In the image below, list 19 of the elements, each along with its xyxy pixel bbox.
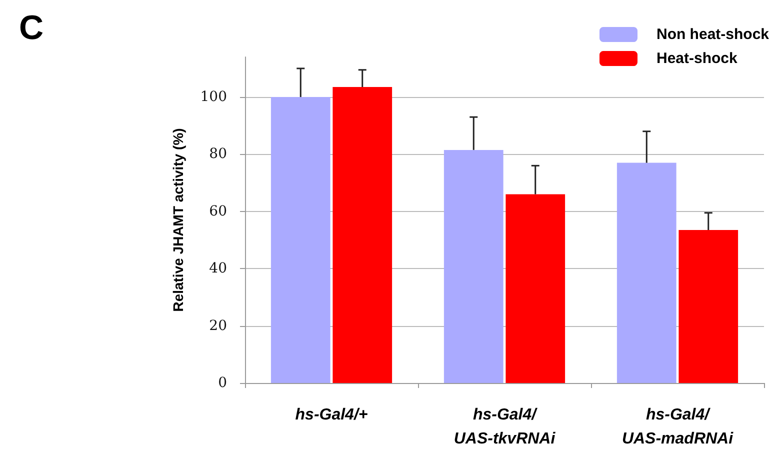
y-tick-label: 40 [209,260,227,277]
y-tick-label: 0 [218,375,227,391]
legend-label: Non heat-shock [656,26,770,43]
y-tick-label: 80 [209,146,227,162]
bar [506,194,566,383]
bar [444,150,504,383]
y-tick-label: 20 [209,318,227,334]
bar [270,97,330,383]
bar [678,230,738,383]
chart-title: C [19,9,44,47]
x-tick-label: hs-Gal4/ UAS-madRNAi [622,406,734,448]
y-axis-title: Relative JHAMT activity (%) [170,128,186,312]
x-tick-label: hs-Gal4/ UAS-tkvRNAi [454,406,556,448]
y-tick-label: 60 [209,203,227,220]
x-tick-label: hs-Gal4/+ [295,406,368,424]
legend-label: Heat-shock [656,50,738,67]
bar [616,162,676,383]
y-tick-label: 100 [200,89,227,106]
bar [332,87,392,383]
